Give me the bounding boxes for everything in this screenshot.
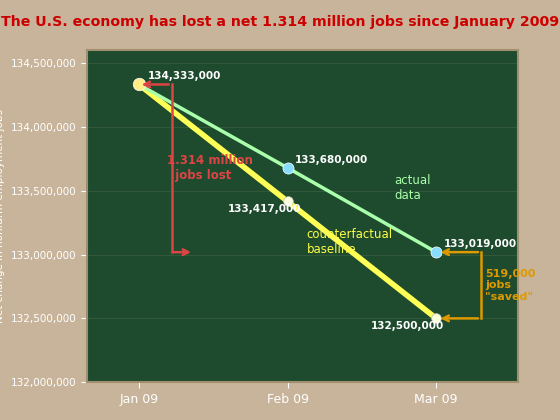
Text: 519,000
jobs
"saved": 519,000 jobs "saved" bbox=[486, 269, 536, 302]
Text: 133,019,000: 133,019,000 bbox=[444, 239, 517, 249]
Text: counterfactual
baseline: counterfactual baseline bbox=[307, 228, 393, 256]
Text: 1.314 million
  jobs lost: 1.314 million jobs lost bbox=[167, 154, 253, 182]
Text: 134,333,000: 134,333,000 bbox=[148, 71, 221, 81]
Text: 133,680,000: 133,680,000 bbox=[295, 155, 368, 165]
Text: 133,417,000: 133,417,000 bbox=[228, 204, 301, 214]
Y-axis label: Net change in nonfarm employment jobs: Net change in nonfarm employment jobs bbox=[0, 109, 5, 323]
Text: 132,500,000: 132,500,000 bbox=[371, 321, 444, 331]
Text: The U.S. economy has lost a net 1.314 million jobs since January 2009: The U.S. economy has lost a net 1.314 mi… bbox=[1, 15, 559, 29]
Text: actual
data: actual data bbox=[395, 174, 431, 202]
